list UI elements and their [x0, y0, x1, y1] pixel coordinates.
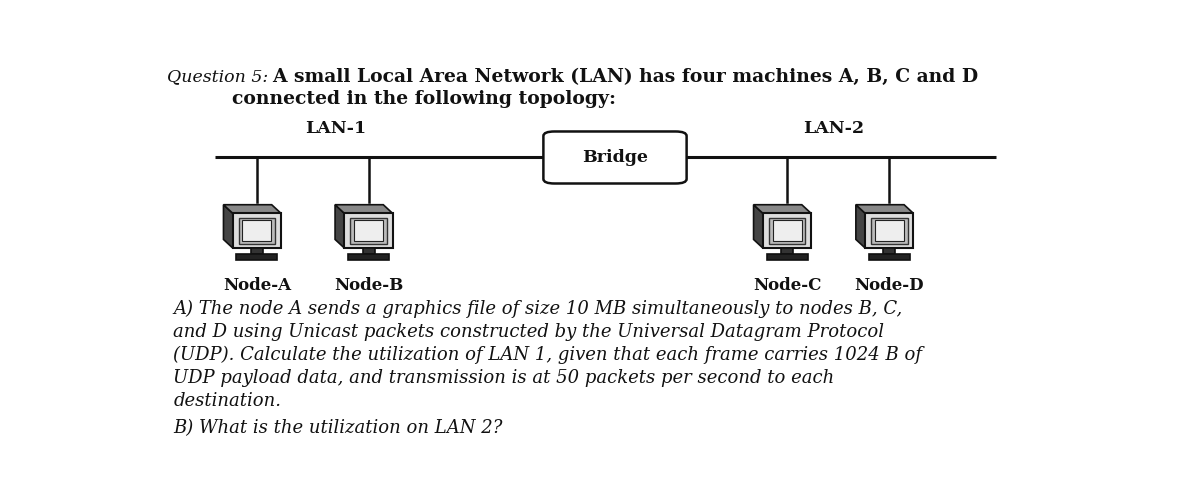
Text: LAN-2: LAN-2	[803, 120, 864, 137]
Bar	[344, 213, 392, 248]
Bar	[781, 248, 793, 254]
Text: A small Local Area Network (LAN) has four machines A, B, C and D: A small Local Area Network (LAN) has fou…	[259, 68, 978, 86]
Polygon shape	[856, 205, 865, 248]
Bar	[769, 218, 805, 244]
Text: A) The node A sends a graphics file of size 10 MB simultaneously to nodes B, C,: A) The node A sends a graphics file of s…	[173, 300, 902, 318]
Bar	[239, 218, 275, 244]
Polygon shape	[335, 205, 392, 213]
Text: and D using Unicast packets constructed by the Universal Datagram Protocol: and D using Unicast packets constructed …	[173, 323, 884, 341]
Text: LAN-1: LAN-1	[306, 120, 366, 137]
Text: Node-D: Node-D	[854, 277, 924, 294]
FancyBboxPatch shape	[544, 132, 686, 184]
Bar	[865, 213, 913, 248]
Text: Node-C: Node-C	[752, 277, 821, 294]
Bar	[869, 254, 910, 260]
Text: Bridge: Bridge	[582, 149, 648, 166]
Bar	[348, 254, 389, 260]
Bar	[233, 213, 281, 248]
Bar	[875, 220, 904, 241]
Bar	[354, 220, 383, 241]
Text: B) What is the utilization on LAN 2?: B) What is the utilization on LAN 2?	[173, 419, 503, 437]
Bar	[773, 220, 802, 241]
Text: destination.: destination.	[173, 393, 281, 411]
Text: Node-B: Node-B	[334, 277, 403, 294]
Text: UDP payload data, and transmission is at 50 packets per second to each: UDP payload data, and transmission is at…	[173, 369, 834, 387]
Text: connected in the following topology:: connected in the following topology:	[232, 90, 616, 108]
Bar	[767, 254, 808, 260]
Bar	[242, 220, 271, 241]
Polygon shape	[223, 205, 233, 248]
Text: Node-A: Node-A	[223, 277, 292, 294]
Polygon shape	[335, 205, 344, 248]
Polygon shape	[754, 205, 763, 248]
Polygon shape	[856, 205, 913, 213]
Bar	[883, 248, 895, 254]
Polygon shape	[754, 205, 811, 213]
Bar	[236, 254, 277, 260]
Text: (UDP). Calculate the utilization of LAN 1, given that each frame carries 1024 B : (UDP). Calculate the utilization of LAN …	[173, 346, 923, 364]
Polygon shape	[223, 205, 281, 213]
Bar	[763, 213, 811, 248]
Bar	[871, 218, 907, 244]
Bar	[251, 248, 263, 254]
Bar	[350, 218, 386, 244]
Bar	[362, 248, 374, 254]
Text: Question 5:: Question 5:	[167, 68, 268, 85]
